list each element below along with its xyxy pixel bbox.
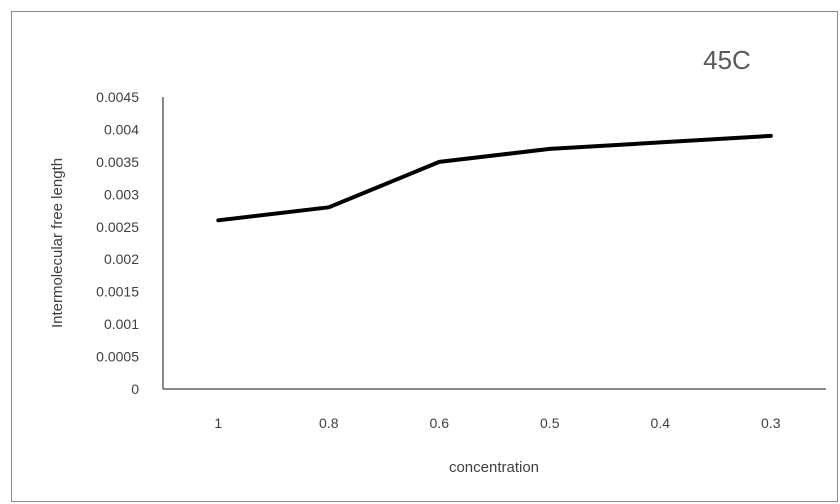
y-tick-label: 0 xyxy=(131,381,139,397)
y-tick-label: 0.003 xyxy=(104,186,139,202)
x-axis-title: concentration xyxy=(449,459,539,476)
y-tick-label: 0.0025 xyxy=(96,219,139,235)
x-tick-label: 0.6 xyxy=(430,415,450,431)
x-tick-label: 0.4 xyxy=(651,415,671,431)
chart-frame xyxy=(11,11,838,502)
x-tick-label: 0.3 xyxy=(761,415,781,431)
y-tick-label: 0.0045 xyxy=(96,89,139,105)
y-axis-title: Intermolecular free length xyxy=(49,158,66,328)
y-tick-label: 0.004 xyxy=(104,121,139,137)
series-group xyxy=(216,133,773,223)
chart-title: 45C xyxy=(703,45,751,75)
y-tick-label: 0.0005 xyxy=(96,349,139,365)
y-tick-label: 0.0035 xyxy=(96,154,139,170)
y-tick-label: 0.0015 xyxy=(96,284,139,300)
x-tick-label: 1 xyxy=(214,415,222,431)
series-line xyxy=(216,133,773,223)
x-tick-label: 0.8 xyxy=(319,415,339,431)
y-tick-label: 0.002 xyxy=(104,251,139,267)
y-tick-label: 0.001 xyxy=(104,316,139,332)
y-axis-ticks: 0 0.0005 0.001 0.0015 0.002 0.0025 0.003 0.0035… xyxy=(96,89,139,397)
x-tick-label: 0.5 xyxy=(540,415,560,431)
x-axis-ticks: 1 0.8 0.6 0.5 0.4 0.3 xyxy=(214,415,780,431)
